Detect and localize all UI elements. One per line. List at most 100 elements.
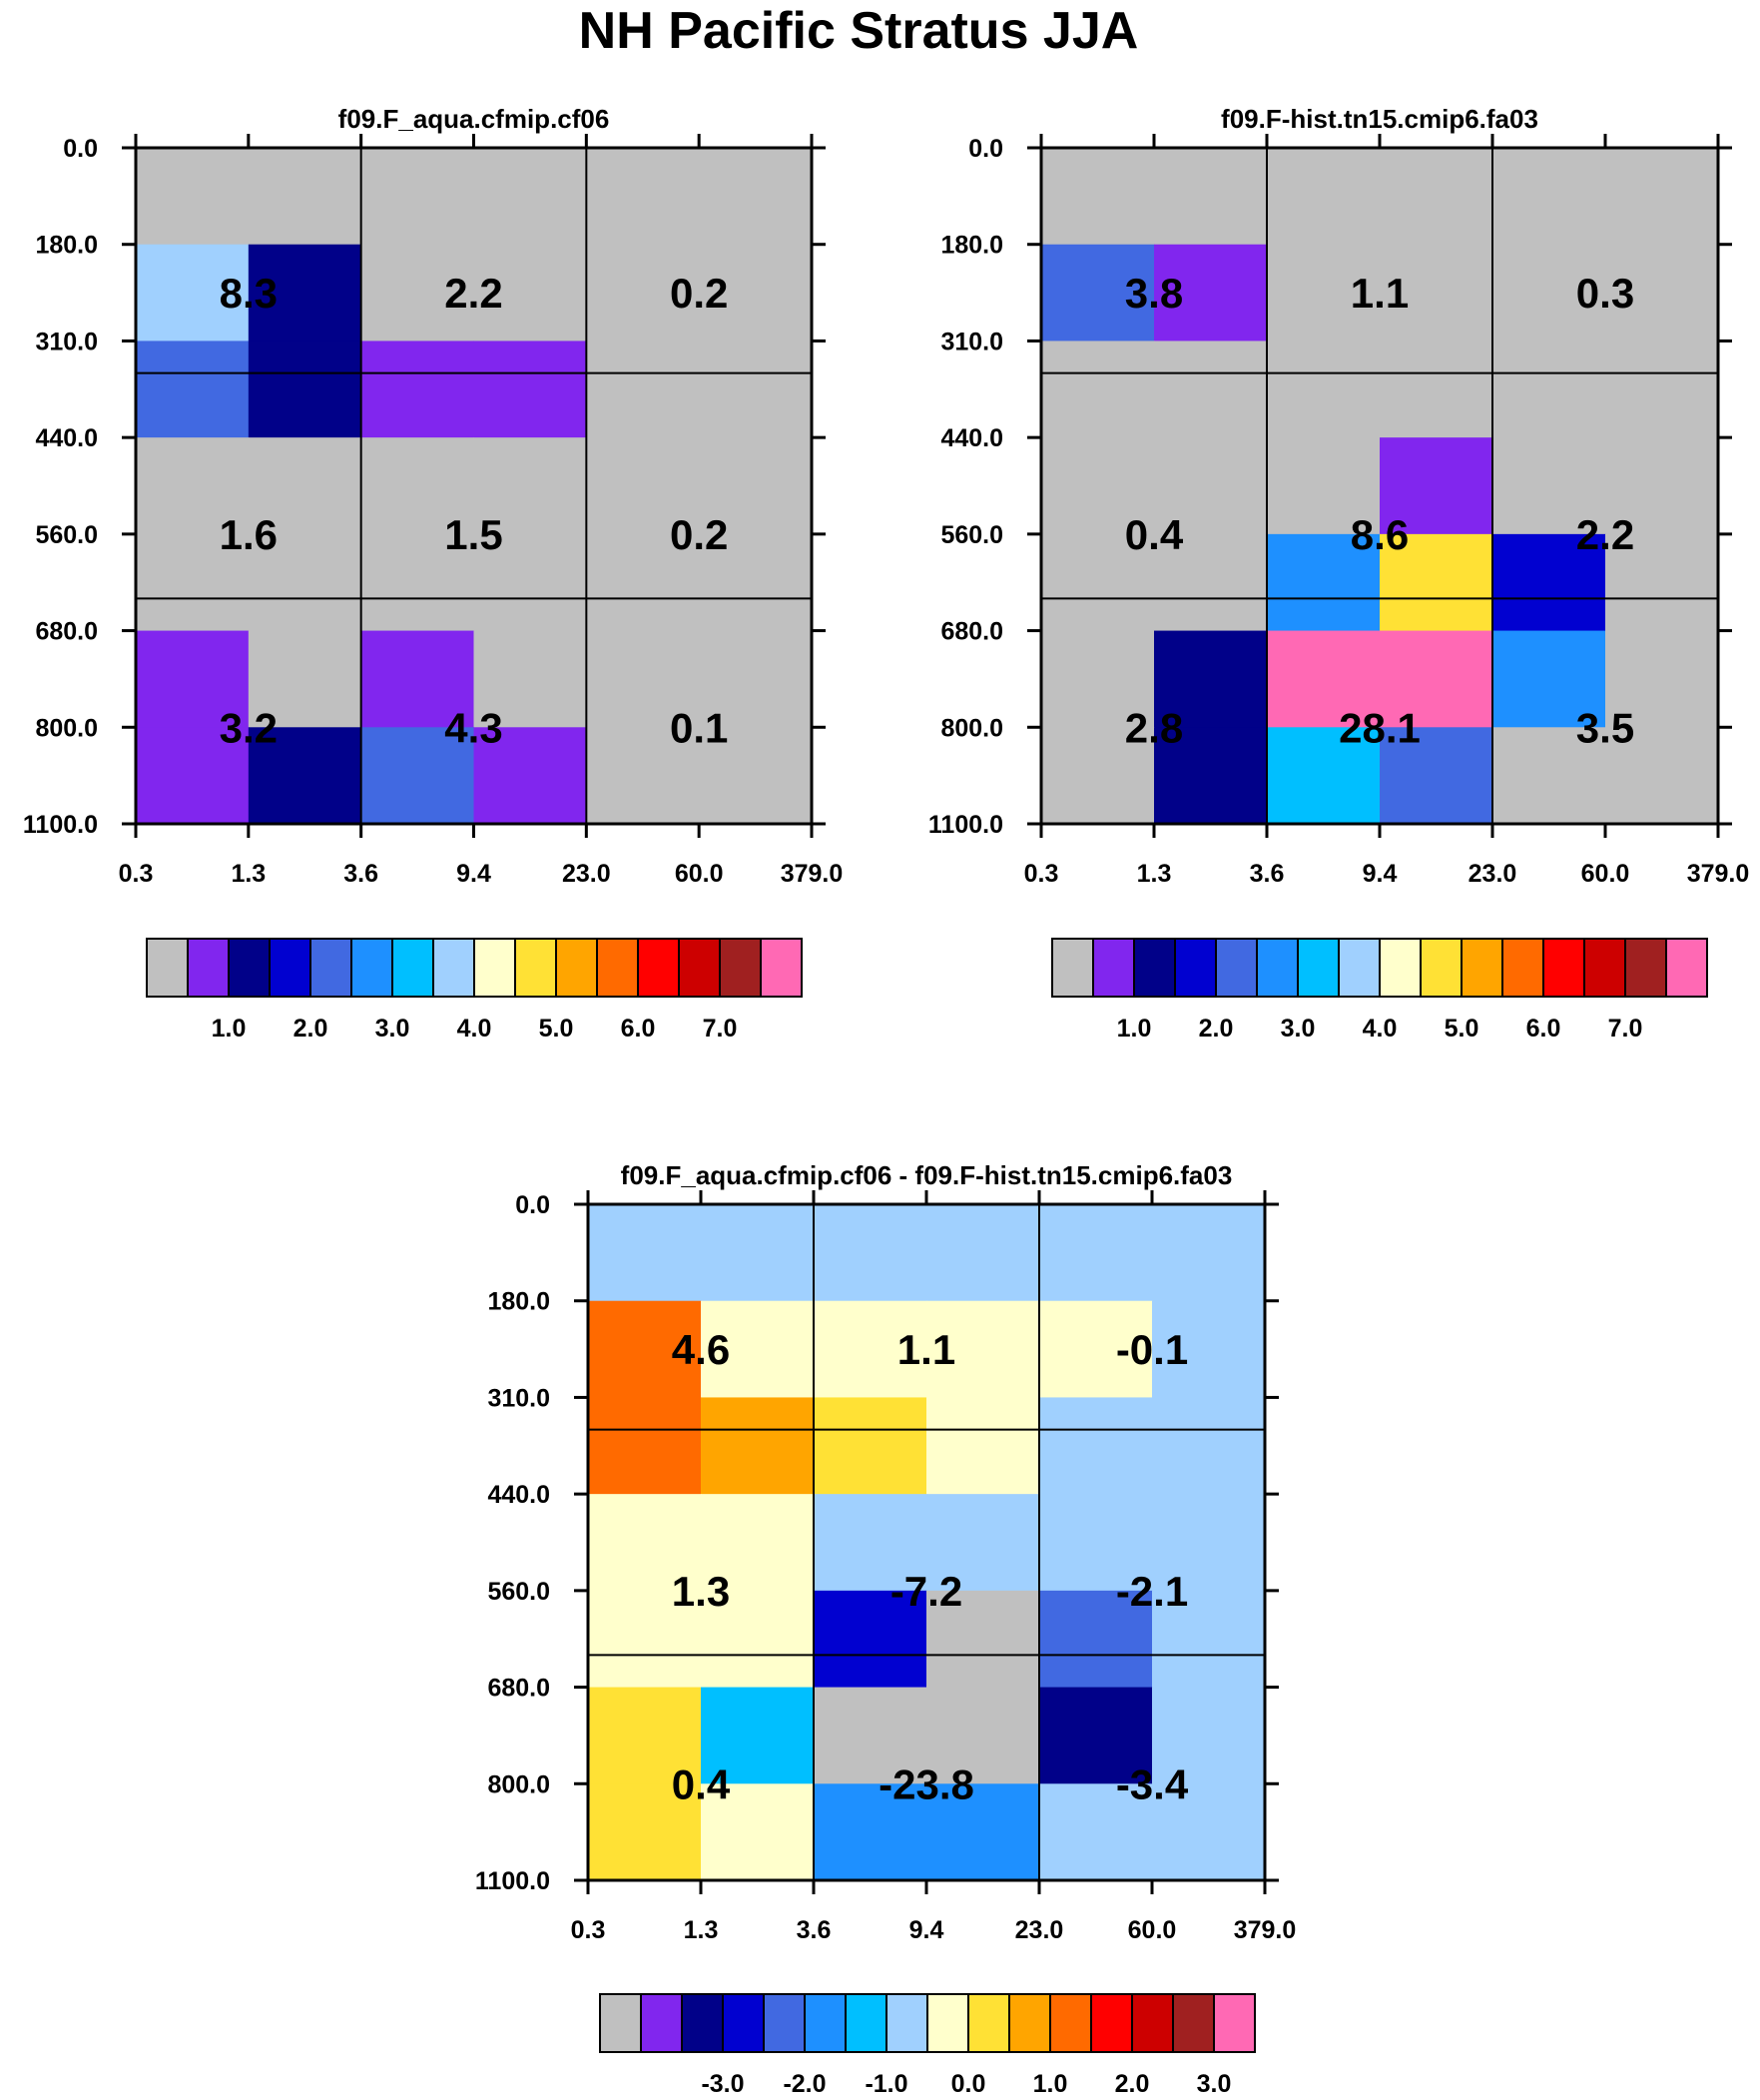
x-tick-label: 379.0 [781,860,844,888]
heatmap-cell [1267,437,1381,535]
heatmap-cell [588,1687,702,1784]
heatmap-cell [248,341,362,438]
block-value-label: 3.8 [1125,270,1183,317]
colorbar-swatch [514,938,557,998]
heatmap-cell [926,1300,1040,1398]
colorbar-swatch [1174,938,1217,998]
heatmap-cell [360,341,474,438]
heatmap-cell [701,1783,815,1881]
heatmap-cell [1154,727,1268,825]
heatmap-cell [1492,437,1606,535]
colorbar-swatch [1256,938,1299,998]
block-value-label: 4.3 [444,704,502,751]
heatmap-cell [1154,630,1268,728]
block-value-label: 3.5 [1576,704,1634,751]
heatmap-cell [1492,533,1606,632]
x-tick-label: 23.0 [1468,860,1517,888]
heatmap-cell [814,1783,927,1881]
heatmap-cell [1605,630,1719,728]
colorbar-swatch [1213,1993,1256,2053]
heatmap-cell [1154,244,1268,342]
colorbar-swatch [1665,938,1708,998]
heatmap-cell [699,341,813,438]
x-tick-label: 9.4 [1363,860,1398,888]
colorbar-swatch [719,938,762,998]
heatmap-cell [1605,533,1719,632]
block-value-label: 8.6 [1351,511,1409,558]
panel-1: 0.3 1.3 3.6 9.4 23.0 60.0 379.0 0.0 180.0 310.0 44… [23,104,843,1043]
heatmap-cell [360,727,474,825]
colorbar-swatch [1420,938,1463,998]
heatmap-cell [1380,437,1493,535]
heatmap-cell [701,1300,815,1398]
heatmap-cell [1152,1204,1266,1302]
heatmap-cell [473,341,587,438]
heatmap-cell [1039,1783,1153,1881]
heatmap-cell [248,148,362,246]
colorbar-swatch [640,1993,683,2053]
heatmap-cell [1152,1494,1266,1592]
x-tick-label: 9.4 [456,860,491,888]
colorbar-label: 7.0 [703,1015,738,1043]
colorbar-swatch [763,1993,806,2053]
y-tick-label: 310.0 [35,328,98,355]
heatmap-cell [1152,1783,1266,1881]
colorbar-swatch [432,938,475,998]
colorbar-label: 0.0 [951,2070,986,2098]
y-tick-label: 560.0 [487,1578,550,1606]
y-tick-label: 560.0 [35,521,98,549]
heatmap-cell [248,244,362,342]
heatmap-cell [814,1494,927,1592]
heatmap-cell [1154,148,1268,246]
colorbar-swatch [926,1993,969,2053]
x-tick-label: 3.6 [797,1916,832,1944]
colorbar-label: -1.0 [865,2070,907,2098]
x-tick-label: 1.3 [1137,860,1172,888]
heatmap-cell [1041,727,1155,825]
panel-title: f09.F_aqua.cfmip.cf06 - f09.F-hist.tn15.… [621,1160,1233,1190]
heatmap-cell [1605,244,1719,342]
x-tick-label: 1.3 [231,860,266,888]
y-tick-label: 1100.0 [475,1867,550,1895]
colorbar: 1.0 2.0 3.0 4.0 5.0 6.0 7.0 [1051,938,1708,1043]
x-tick-label: 23.0 [1015,1916,1064,1944]
y-tick-label: 440.0 [35,424,98,452]
heatmap-cell [588,1590,702,1689]
colorbar-label: -3.0 [701,2070,744,2098]
colorbar-label: 1.0 [1033,2070,1068,2098]
colorbar-swatch [1215,938,1258,998]
colorbar-swatch [1338,938,1381,998]
heatmap-cell [1039,1204,1153,1302]
y-tick-label: 310.0 [940,328,1003,355]
x-tick-label: 379.0 [1234,1916,1297,1944]
heatmap-cell [248,437,362,535]
y-tick-label: 800.0 [35,714,98,742]
heatmap-cell [360,244,474,342]
colorbar-swatch [1008,1993,1051,2053]
heatmap-cell [360,148,474,246]
y-tick-label: 180.0 [35,232,98,260]
block-value-label: 2.2 [1576,511,1634,558]
colorbar-swatch [845,1993,887,2053]
heatmap-cell [136,630,250,728]
heatmap-cell [701,1494,815,1592]
colorbar-swatch [1133,938,1176,998]
block-value-label: -23.8 [879,1760,974,1807]
x-tick-label: 379.0 [1687,860,1750,888]
heatmap-cell [360,630,474,728]
colorbar-swatch [391,938,434,998]
heatmap-cell [1039,1300,1153,1398]
heatmap-cell [136,437,250,535]
x-tick-label: 60.0 [675,860,724,888]
heatmap-cell [248,727,362,825]
heatmap-cell [360,437,474,535]
panel-2: 0.3 1.3 3.6 9.4 23.0 60.0 379.0 0.0 180.0 310.0 44… [928,104,1749,1043]
heatmap-cell [1492,244,1606,342]
y-tick-label: 0.0 [63,135,98,163]
panel-title: f09.F_aqua.cfmip.cf06 [338,104,610,134]
block-value-label: 3.2 [220,704,278,751]
heatmap-cell [1380,630,1493,728]
heatmap-cell [473,630,587,728]
block-value-label: 0.4 [672,1760,731,1807]
block-value-label: 1.6 [220,511,278,558]
